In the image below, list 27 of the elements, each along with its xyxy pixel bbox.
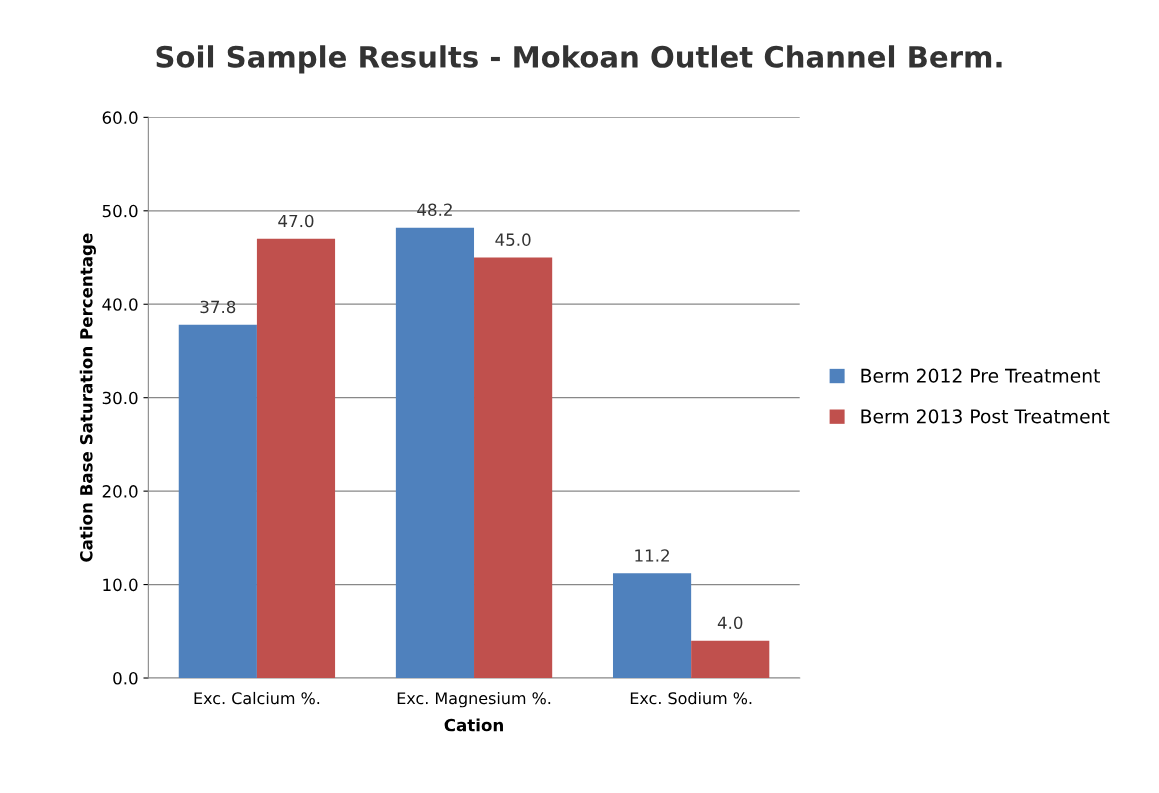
chart-title: Soil Sample Results - Mokoan Outlet Channel Berm. (156, 45, 1002, 74)
data-label: 48.2 (417, 203, 452, 217)
data-label: 11.2 (635, 549, 669, 562)
y-tick-label: 0.0 (113, 671, 138, 685)
bar (395, 227, 475, 679)
x-axis-title: Cation (444, 718, 503, 732)
legend-label: Berm 2013 Post Treatment (861, 409, 1110, 424)
y-tick-label: 50.0 (102, 204, 138, 218)
y-tick-label: 60.0 (102, 111, 138, 124)
y-tick-label: 40.0 (102, 298, 138, 311)
bar (612, 573, 692, 679)
bar (256, 238, 336, 679)
y-tick-label: 20.0 (102, 485, 138, 498)
bar (474, 257, 553, 679)
y-axis-title: Cation Base Saturation Percentage (79, 233, 96, 562)
bar (178, 324, 257, 679)
x-tick-label: Exc. Calcium %. (194, 691, 320, 705)
x-tick-label: Exc. Sodium %. (630, 691, 752, 705)
data-label: 37.8 (200, 300, 236, 314)
data-label: 47.0 (278, 214, 314, 228)
data-label: 4.0 (717, 616, 743, 630)
y-tick-label: 30.0 (102, 391, 138, 405)
data-label: 45.0 (495, 233, 531, 246)
x-tick-label: Exc. Magnesium %. (397, 691, 551, 708)
legend-label: Berm 2012 Pre Treatment (861, 368, 1100, 383)
bar (691, 640, 770, 679)
y-tick-label: 10.0 (103, 578, 138, 592)
